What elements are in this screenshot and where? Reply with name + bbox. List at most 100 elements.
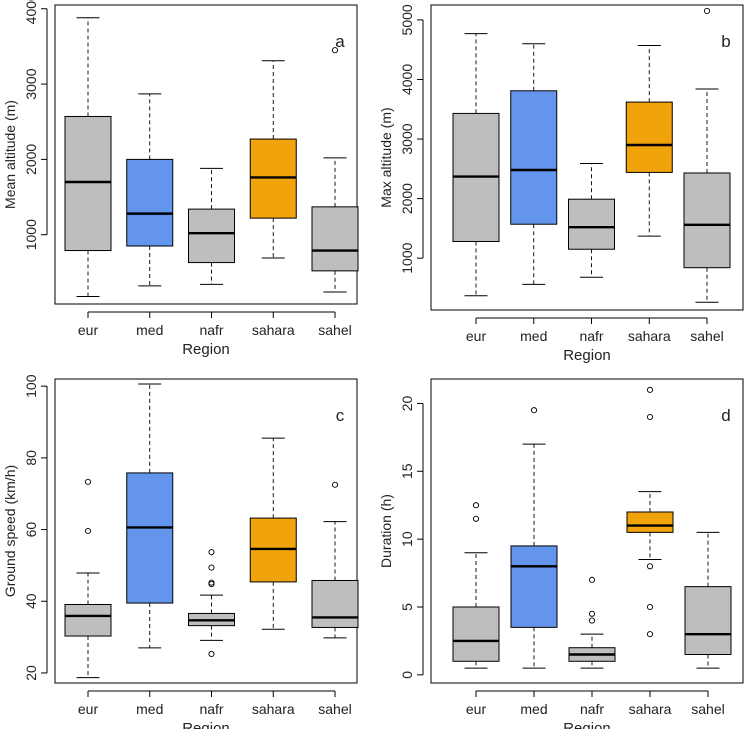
outlier-point — [208, 564, 215, 571]
box-med — [510, 407, 558, 669]
x-tick-label-sahel: sahel — [690, 328, 723, 344]
iqr-box — [626, 511, 674, 533]
box-sahara — [626, 386, 674, 638]
iqr-box — [684, 586, 732, 656]
y-tick-label: 5 — [399, 603, 415, 611]
y-tick-label: 80 — [23, 450, 39, 466]
outlier-point — [646, 413, 654, 421]
box-sahel — [684, 531, 732, 669]
x-tick-label-sahel: sahel — [691, 701, 724, 717]
x-tick-label-sahara: sahara — [628, 328, 671, 344]
y-tick-label: 100 — [23, 374, 39, 398]
x-tick-label-sahel: sahel — [318, 701, 351, 717]
box-nafr — [568, 162, 615, 278]
y-tick-label: 2000 — [23, 144, 39, 175]
plot-frame — [430, 4, 744, 311]
x-axis-label: Region — [563, 347, 611, 364]
iqr-box — [452, 606, 500, 662]
y-tick-label: 20 — [23, 665, 39, 681]
x-tick-label-med: med — [520, 701, 547, 717]
y-tick-label: 4000 — [23, 0, 39, 24]
outlier-point — [331, 481, 339, 488]
box-sahel — [311, 47, 359, 293]
iqr-box — [311, 206, 359, 272]
x-axis-label: Region — [182, 720, 230, 729]
x-axis-label: Region — [182, 341, 230, 358]
y-tick-label: 3000 — [399, 123, 415, 154]
outlier-point — [472, 502, 480, 509]
iqr-box — [510, 90, 558, 225]
y-tick-label: 4000 — [399, 64, 415, 95]
iqr-box — [568, 198, 615, 250]
box-sahara — [249, 437, 297, 630]
box-med — [126, 93, 174, 287]
outlier-point — [84, 478, 92, 485]
iqr-box — [510, 545, 558, 628]
x-tick-label-nafr: nafr — [579, 328, 603, 344]
panel-letter: b — [721, 32, 730, 51]
y-tick-label: 10 — [399, 531, 415, 547]
outlier-point — [588, 576, 596, 583]
x-tick-label-nafr: nafr — [199, 322, 223, 338]
panel-letter: d — [721, 406, 730, 425]
x-tick-label-sahara: sahara — [252, 322, 295, 338]
box-eur — [452, 502, 500, 669]
iqr-box — [311, 579, 359, 628]
box-med — [126, 383, 174, 649]
outlier-point — [208, 549, 215, 556]
x-tick-label-nafr: nafr — [580, 701, 604, 717]
box-eur — [64, 478, 112, 679]
outlier-point — [646, 603, 654, 611]
panel-d: 0 5 10 15 20 Duration (h) eur med nafr sahara sahe… — [378, 378, 744, 729]
outlier-point — [646, 563, 654, 570]
box-eur — [64, 17, 112, 297]
x-axis-label: Region — [563, 720, 611, 729]
box-med — [510, 43, 558, 285]
x-tick-label-sahara: sahara — [252, 701, 295, 717]
box-sahara — [625, 45, 673, 237]
y-tick-label: 5000 — [399, 4, 415, 35]
panel-letter: a — [335, 32, 345, 51]
iqr-box — [64, 115, 112, 252]
outlier-point — [472, 515, 480, 522]
outlier-point — [208, 650, 215, 658]
x-tick-label-eur: eur — [78, 322, 99, 338]
y-axis-label: Ground speed (km/h) — [2, 465, 18, 597]
y-tick-label: 60 — [23, 522, 39, 538]
x-tick-label-med: med — [520, 328, 547, 344]
y-axis-label: Mean altitude (m) — [2, 100, 18, 209]
iqr-box — [683, 172, 731, 269]
x-tick-label-nafr: nafr — [199, 701, 223, 717]
iqr-box — [64, 603, 112, 637]
outlier-point — [588, 617, 596, 624]
panel-b: 1000 2000 3000 4000 5000 Max altitude (m) eur m… — [378, 4, 744, 364]
outlier-point — [530, 407, 538, 414]
box-nafr — [568, 576, 616, 669]
plot-frame — [54, 378, 358, 684]
y-tick-label: 2000 — [399, 183, 415, 214]
box-nafr — [188, 549, 235, 658]
box-sahara — [249, 60, 297, 259]
x-tick-label-sahara: sahara — [629, 701, 672, 717]
plot-frame — [430, 378, 744, 684]
box-sahel — [311, 481, 359, 639]
iqr-box — [625, 101, 673, 173]
outlier-point — [588, 610, 596, 617]
y-tick-label: 1000 — [399, 242, 415, 273]
iqr-box — [188, 208, 235, 264]
iqr-box — [126, 158, 174, 247]
box-eur — [452, 33, 500, 297]
x-tick-label-eur: eur — [466, 701, 487, 717]
y-tick-label: 1000 — [23, 219, 39, 250]
x-tick-label-med: med — [136, 701, 163, 717]
x-tick-label-eur: eur — [466, 328, 487, 344]
outlier-point — [646, 386, 654, 393]
outlier-point — [703, 7, 711, 15]
panel-letter: c — [336, 406, 345, 425]
outlier-point — [84, 527, 92, 535]
outlier-point — [208, 579, 215, 586]
outlier-point — [331, 47, 339, 54]
x-tick-label-eur: eur — [78, 701, 99, 717]
y-tick-label: 0 — [399, 671, 415, 679]
